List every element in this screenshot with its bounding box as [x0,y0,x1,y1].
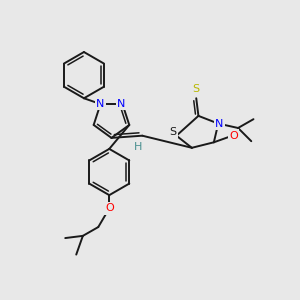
Text: N: N [96,99,105,109]
Text: N: N [117,99,126,109]
Text: O: O [229,131,238,141]
Text: S: S [169,128,177,137]
Text: N: N [215,118,224,129]
Text: S: S [193,85,200,94]
Text: O: O [105,203,114,213]
Text: H: H [134,142,142,152]
